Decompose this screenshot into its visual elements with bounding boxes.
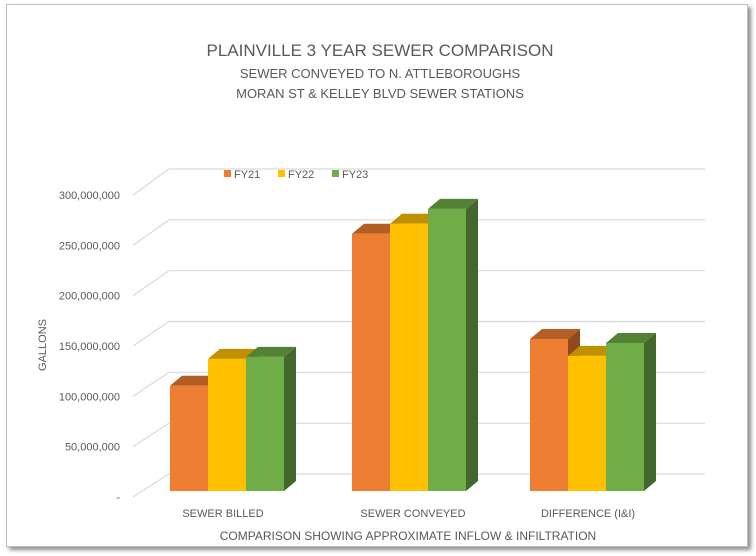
legend-label-fy23: FY23	[342, 169, 368, 181]
y-axis-label: GALLONS	[37, 319, 49, 371]
bar-top	[170, 375, 220, 386]
bar-top	[390, 213, 440, 224]
gridline	[132, 168, 705, 196]
bar-front	[428, 208, 466, 492]
bar-top	[352, 223, 402, 234]
chart-title: PLAINVILLE 3 YEAR SEWER COMPARISON	[206, 41, 553, 60]
y-tick-label: 200,000,000	[59, 291, 120, 303]
bar-front	[390, 223, 428, 491]
bar-front	[606, 342, 644, 491]
bar-front	[208, 358, 246, 491]
bar-top	[208, 348, 258, 359]
bar-fy23	[606, 332, 656, 491]
y-tick-label: -	[116, 492, 120, 504]
bar-side	[284, 346, 296, 491]
bar-top	[246, 346, 296, 357]
chart-subtitle-1: SEWER CONVEYED TO N. ATTLEBOROUGHS	[240, 66, 521, 81]
legend-swatch-fy23	[332, 170, 339, 177]
bar-side	[466, 198, 478, 492]
bar-top	[568, 345, 618, 356]
legend-swatch-fy22	[278, 170, 285, 177]
y-tick-label: 250,000,000	[59, 240, 120, 252]
chart-subtitle-2: MORAN ST & KELLEY BLVD SEWER STATIONS	[236, 86, 524, 101]
bar-fy23	[246, 346, 296, 491]
bar-front	[352, 233, 390, 491]
bar-front	[530, 339, 568, 491]
bar-front	[170, 385, 208, 491]
bar-top	[606, 332, 656, 343]
gridline	[132, 473, 705, 498]
gridline	[132, 422, 705, 448]
y-tick-label: 150,000,000	[59, 341, 120, 353]
bar-top	[428, 198, 478, 209]
x-axis-label: COMPARISON SHOWING APPROXIMATE INFLOW & …	[220, 529, 596, 543]
gridline	[132, 219, 705, 246]
gridline	[132, 371, 705, 397]
y-tick-label: 300,000,000	[59, 190, 120, 202]
gridline	[132, 320, 705, 347]
bar-top	[530, 329, 580, 340]
bar-front	[568, 355, 606, 491]
y-tick-label: 100,000,000	[59, 391, 120, 403]
legend-label-fy21: FY21	[234, 169, 260, 181]
bar-side	[644, 332, 656, 491]
bar-front	[246, 356, 284, 491]
gridline	[132, 270, 705, 297]
x-tick-label: SEWER CONVEYED	[360, 508, 465, 520]
legend-label-fy22: FY22	[288, 169, 314, 181]
y-tick-label: 50,000,000	[65, 442, 120, 454]
x-tick-label: SEWER BILLED	[182, 508, 263, 520]
bar-fy23	[428, 198, 478, 492]
x-tick-label: DIFFERENCE (I&I)	[541, 508, 635, 520]
legend-swatch-fy21	[224, 170, 231, 177]
